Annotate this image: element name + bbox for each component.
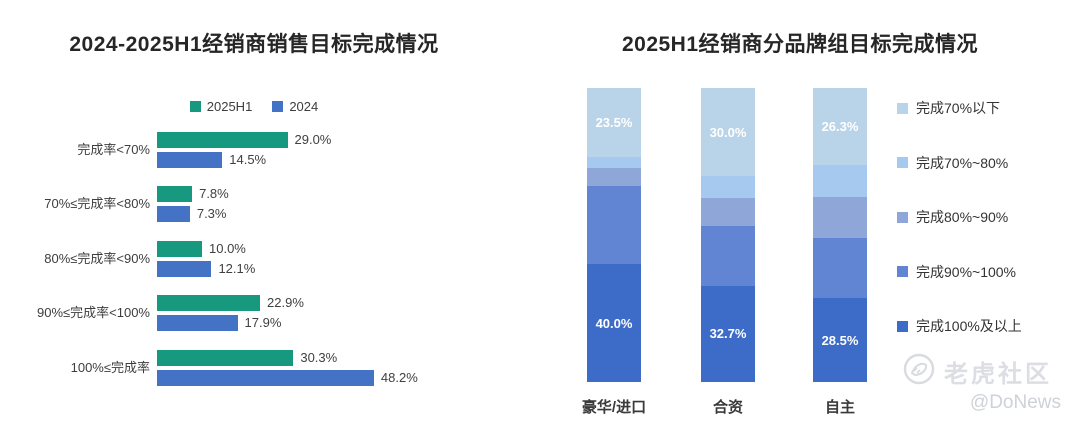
bar-value-label: 17.9% xyxy=(244,315,282,331)
legend-swatch xyxy=(189,100,201,112)
legend-swatch xyxy=(272,100,284,112)
stack-segment: 30.0% xyxy=(701,88,755,177)
segment-value-label: 28.5% xyxy=(821,332,859,348)
stack-segment: 32.7% xyxy=(701,285,755,382)
category-label: 100%≤完成率 xyxy=(70,359,150,375)
legend-item: 完成80%~90% xyxy=(897,207,1008,227)
bar-value-label: 7.8% xyxy=(199,186,229,202)
category-label: 70%≤完成率<80% xyxy=(44,196,150,212)
bar-2025h1 xyxy=(157,240,202,257)
stack-segment xyxy=(813,165,867,198)
legend-label: 完成90%~100% xyxy=(916,263,1017,280)
dealer-sales-chart-legend: 2025H1 2024 xyxy=(14,98,494,114)
bar-value-label: 10.0% xyxy=(209,240,246,256)
legend-label: 2025H1 xyxy=(206,98,253,114)
bar-value-label: 7.3% xyxy=(196,206,227,222)
legend-swatch xyxy=(897,266,908,277)
segment-value-label: 40.0% xyxy=(595,315,633,331)
legend-item: 2025H1 xyxy=(189,98,253,114)
category-label: 80%≤完成率<90% xyxy=(44,250,150,266)
tiger-community-icon xyxy=(903,353,935,385)
dealer-sales-chart-title: 2024-2025H1经销商销售目标完成情况 xyxy=(69,33,439,56)
legend-swatch xyxy=(897,211,908,223)
segment-value-label: 26.3% xyxy=(821,119,859,135)
bar-2025h1 xyxy=(157,186,193,203)
legend-item: 完成70%以下 xyxy=(897,98,1000,118)
stack-segment: 28.5% xyxy=(813,298,867,382)
stack-segment xyxy=(813,237,867,299)
bar-2025h1 xyxy=(157,349,294,366)
bar-2024 xyxy=(157,206,190,223)
bar-value-label: 12.1% xyxy=(218,260,256,276)
stack-segment xyxy=(701,225,755,286)
legend-label: 完成70%以下 xyxy=(916,100,1001,116)
bar-value-label: 30.3% xyxy=(300,349,338,365)
legend-swatch xyxy=(897,157,908,168)
stack-segment: 26.3% xyxy=(813,88,867,166)
watermark: 老虎社区 @DoNews xyxy=(900,350,1075,420)
legend-item: 完成90%~100% xyxy=(897,262,1016,282)
stack-segment xyxy=(587,185,641,265)
category-label: 合资 xyxy=(712,399,743,416)
legend-label: 完成80%~90% xyxy=(916,209,1009,225)
stack-segment xyxy=(813,197,867,238)
brand-group-chart-title: 2025H1经销商分品牌组目标完成情况 xyxy=(621,33,979,56)
watermark-handle: @DoNews xyxy=(969,392,1061,413)
bar-2024 xyxy=(157,315,238,332)
bar-value-label: 14.5% xyxy=(229,152,267,167)
stack-segment xyxy=(701,176,755,198)
category-label: 豪华/进口 xyxy=(581,399,647,416)
legend-swatch xyxy=(897,320,908,332)
segment-value-label: 32.7% xyxy=(709,326,747,342)
bar-2025h1 xyxy=(157,295,261,312)
stack-segment: 23.5% xyxy=(587,88,641,158)
legend-label: 2024 xyxy=(289,98,319,114)
bar-2024 xyxy=(157,369,374,386)
segment-value-label: 23.5% xyxy=(595,115,633,131)
bar-value-label: 48.2% xyxy=(380,369,418,385)
stack-segment xyxy=(701,197,755,226)
category-label: 90%≤完成率<100% xyxy=(37,305,150,321)
category-label: 自主 xyxy=(824,399,855,416)
legend-swatch xyxy=(897,102,908,114)
legend-label: 完成100%及以上 xyxy=(916,318,1022,334)
bar-2024 xyxy=(157,152,223,168)
stack-segment xyxy=(587,157,641,168)
bar-2025h1 xyxy=(157,132,288,148)
legend-item: 2024 xyxy=(272,99,318,114)
bar-value-label: 22.9% xyxy=(267,295,304,311)
segment-value-label: 30.0% xyxy=(709,124,747,140)
stack-segment: 40.0% xyxy=(587,264,641,382)
bar-2024 xyxy=(157,260,212,277)
watermark-brand: 老虎社区 xyxy=(944,361,1052,388)
legend-item: 完成70%~80% xyxy=(897,153,1008,173)
legend-label: 完成70%~80% xyxy=(916,154,1009,171)
legend-item: 完成100%及以上 xyxy=(897,316,1022,336)
bar-value-label: 29.0% xyxy=(294,132,332,147)
category-label: 完成率<70% xyxy=(77,142,150,157)
stack-segment xyxy=(587,167,641,186)
